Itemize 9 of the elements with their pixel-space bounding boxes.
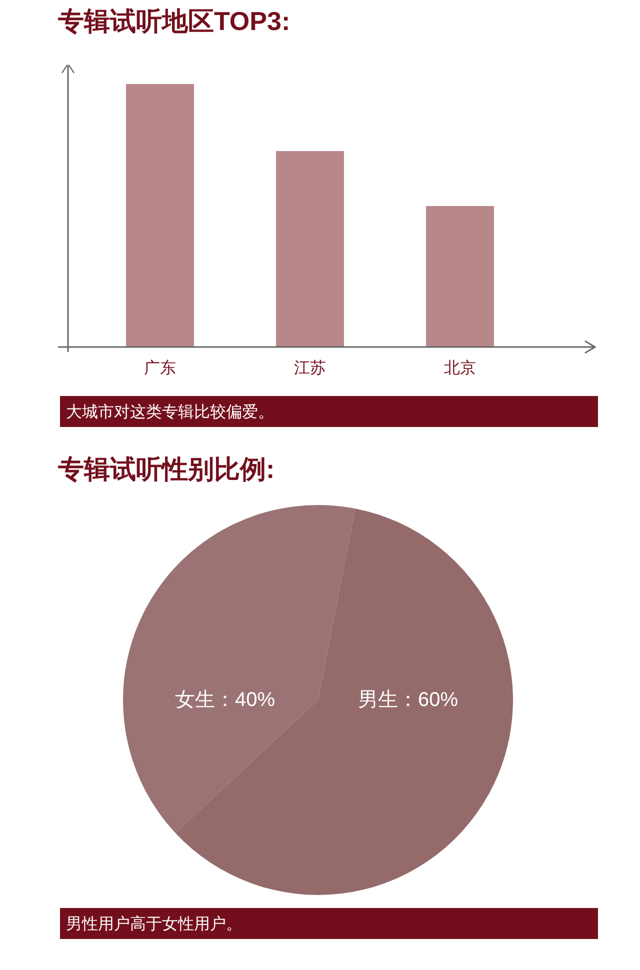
title: 专辑试听地区TOP3:	[58, 6, 290, 36]
title: 专辑试听性别比例:	[58, 454, 275, 484]
data-label: 女生：40%	[174, 689, 276, 711]
annotation: 男性用户高于女性用户。	[66, 916, 242, 933]
tick-label: 广东	[144, 360, 176, 377]
data-label: 男生：60%	[358, 689, 458, 711]
annotation: 大城市对这类专辑比较偏爱。	[66, 404, 274, 421]
tick-label: 北京	[444, 360, 476, 377]
tick-label: 江苏	[294, 360, 326, 377]
